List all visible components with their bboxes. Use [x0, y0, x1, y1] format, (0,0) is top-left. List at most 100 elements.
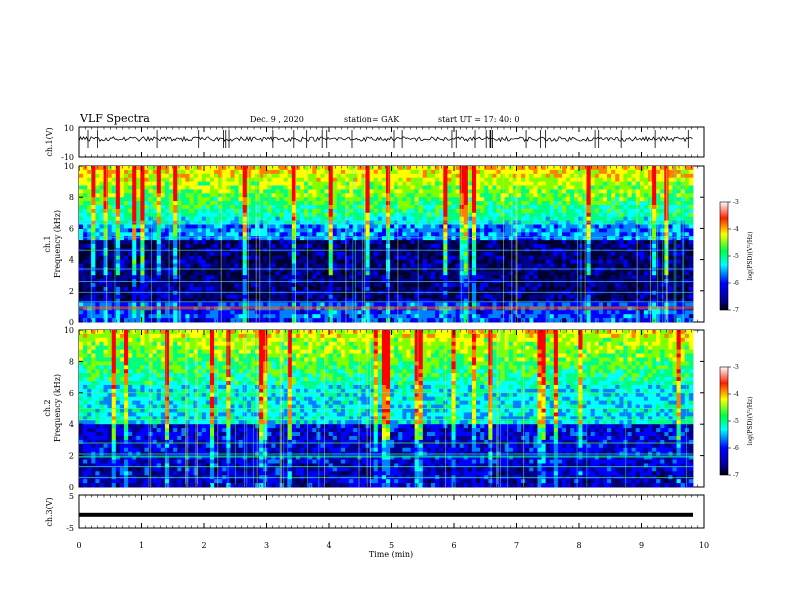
- spectrogram-cell: [402, 244, 406, 248]
- spectrogram-cell: [144, 225, 148, 229]
- spectrogram-cell: [210, 318, 214, 322]
- spectrogram-cell: [390, 213, 394, 217]
- spectrogram-cell: [128, 217, 132, 221]
- spectrogram-cell: [537, 256, 541, 260]
- spectrogram-cell: [218, 310, 222, 314]
- spectrogram-cell: [329, 217, 333, 221]
- spectrogram-cell: [132, 267, 136, 271]
- spectrogram-cell: [411, 213, 415, 217]
- spectrogram-cell: [537, 303, 541, 307]
- spectrogram-cell: [562, 221, 566, 225]
- spectrogram-cell: [321, 236, 325, 240]
- spectrogram-cell: [79, 228, 83, 232]
- spectrogram-cell: [542, 240, 546, 244]
- spectrogram-cell: [296, 174, 300, 178]
- spectrogram-cell: [525, 240, 529, 244]
- spectrogram-cell: [558, 174, 562, 178]
- spectrogram-cell: [406, 267, 410, 271]
- spectrogram-cell: [337, 314, 341, 318]
- spectrogram-cell: [296, 228, 300, 232]
- spectrogram-cell: [190, 213, 194, 217]
- spectrogram-cell: [300, 182, 304, 186]
- spectrogram-cell: [181, 240, 185, 244]
- spectrogram-cell: [537, 213, 541, 217]
- spectrogram-cell: [275, 197, 279, 201]
- spectrogram-cell: [431, 228, 435, 232]
- spectrogram-cell: [542, 236, 546, 240]
- spectrogram-cell: [509, 299, 513, 303]
- spectrogram-cell: [505, 182, 509, 186]
- spectrogram-cell: [284, 303, 288, 307]
- spectrogram-cell: [263, 189, 267, 193]
- spectrogram-cell: [582, 260, 586, 264]
- spectrogram-cell: [402, 221, 406, 225]
- spectrogram-cell: [108, 244, 112, 248]
- spectrogram-cell: [235, 209, 239, 213]
- spectrogram-cell: [492, 291, 496, 295]
- spectrogram-cell: [574, 236, 578, 240]
- spectrogram-cell: [357, 244, 361, 248]
- spectrogram-cell: [210, 299, 214, 303]
- spectrogram-cell: [325, 295, 329, 299]
- spectrogram-cell: [185, 170, 189, 174]
- spectrogram-cell: [435, 182, 439, 186]
- spectrogram-cell: [149, 271, 153, 275]
- spectrogram-cell: [300, 264, 304, 268]
- spectrogram-cell: [202, 221, 206, 225]
- spectrogram-cell: [562, 244, 566, 248]
- spectrogram-cell: [329, 213, 333, 217]
- spectrogram-cell: [411, 209, 415, 213]
- spectrogram-cell: [181, 228, 185, 232]
- spectrogram-cell: [112, 303, 116, 307]
- spectrogram-cell: [173, 287, 177, 291]
- spectrogram-cell: [529, 267, 533, 271]
- spectrogram-cell: [558, 209, 562, 213]
- spectrogram-cell: [124, 260, 128, 264]
- spectrogram-cell: [300, 228, 304, 232]
- spectrogram-cell: [169, 271, 173, 275]
- spectrogram-cell: [582, 217, 586, 221]
- spectrogram-cell: [325, 221, 329, 225]
- spectrogram-cell: [116, 209, 120, 213]
- spectrogram-cell: [566, 221, 570, 225]
- spectrogram-cell: [288, 271, 292, 275]
- spectrogram-cell: [230, 267, 234, 271]
- spectrogram-cell: [194, 283, 198, 287]
- spectrogram-cell: [325, 182, 329, 186]
- spectrogram-cell: [447, 201, 451, 205]
- spectrogram-cell: [198, 205, 202, 209]
- spectrogram-cell: [517, 174, 521, 178]
- spectrogram-cell: [153, 295, 157, 299]
- spectrogram-cell: [406, 201, 410, 205]
- spectrogram-cell: [206, 283, 210, 287]
- spectrogram-cell: [582, 271, 586, 275]
- spectrogram-cell: [501, 240, 505, 244]
- spectrogram-cell: [91, 287, 95, 291]
- spectrogram-cell: [492, 217, 496, 221]
- spectrogram-cell: [529, 205, 533, 209]
- spectrogram-cell: [427, 189, 431, 193]
- spectrogram-cell: [390, 299, 394, 303]
- spectrogram-cell: [136, 252, 140, 256]
- spectrogram-cell: [435, 275, 439, 279]
- spectrogram-cell: [406, 314, 410, 318]
- spectrogram-cell: [546, 228, 550, 232]
- spectrogram-cell: [558, 291, 562, 295]
- spectrogram-cell: [566, 209, 570, 213]
- spectrogram-cell: [533, 299, 537, 303]
- spectrogram-cell: [108, 186, 112, 190]
- spectrogram-cell: [263, 283, 267, 287]
- spectrogram-cell: [243, 201, 247, 205]
- spectrogram-cell: [406, 310, 410, 314]
- spectrogram-cell: [79, 291, 83, 295]
- spectrogram-cell: [120, 271, 124, 275]
- spectrogram-cell: [492, 174, 496, 178]
- spectrogram-cell: [341, 303, 345, 307]
- spectrogram-cell: [529, 295, 533, 299]
- spectrogram-cell: [480, 287, 484, 291]
- spectrogram-cell: [501, 166, 505, 170]
- spectrogram-cell: [185, 260, 189, 264]
- spectrogram-cell: [558, 303, 562, 307]
- spectrogram-cell: [546, 240, 550, 244]
- spectrogram-cell: [447, 186, 451, 190]
